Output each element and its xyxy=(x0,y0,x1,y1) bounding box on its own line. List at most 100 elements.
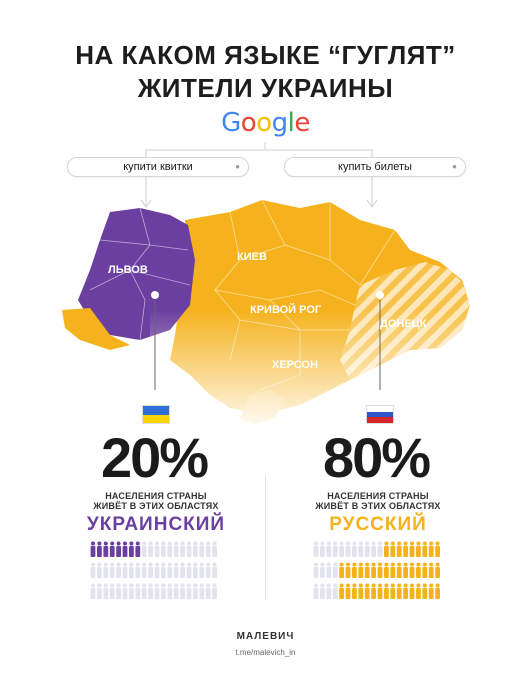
russia-flag-icon xyxy=(366,405,394,424)
google-logo: Google xyxy=(221,108,310,138)
person-icon xyxy=(173,541,179,557)
person-icon xyxy=(332,562,338,578)
person-icon xyxy=(161,541,166,557)
person-icon xyxy=(135,583,141,599)
center-divider xyxy=(265,475,266,600)
person-icon xyxy=(416,583,421,599)
person-icon xyxy=(390,562,396,578)
person-icon xyxy=(428,583,434,599)
person-icon xyxy=(371,583,376,599)
title-line-2: ЖИТЕЛИ УКРАИНЫ xyxy=(137,73,394,103)
person-icon xyxy=(332,541,338,557)
person-icon xyxy=(320,562,325,578)
city-kiev: КИЕВ xyxy=(237,251,267,263)
person-icon xyxy=(173,562,179,578)
person-icon xyxy=(358,562,364,578)
person-icon xyxy=(90,583,96,599)
person-icon xyxy=(199,583,205,599)
person-icon xyxy=(428,562,434,578)
person-icon xyxy=(205,541,211,557)
left-caption-line1: НАСЕЛЕНИЯ СТРАНЫ xyxy=(105,491,207,501)
person-icon xyxy=(396,562,402,578)
person-icon xyxy=(116,541,121,557)
person-icon xyxy=(320,541,325,557)
person-icon xyxy=(103,562,109,578)
person-icon xyxy=(313,541,319,557)
person-icon xyxy=(345,583,351,599)
person-icon xyxy=(326,583,332,599)
person-icon xyxy=(371,541,376,557)
person-icon xyxy=(154,562,160,578)
person-icon xyxy=(422,562,428,578)
person-icon xyxy=(384,541,389,557)
person-icon xyxy=(313,562,319,578)
person-icon xyxy=(167,562,173,578)
city-kherson: ХЕРСОН xyxy=(272,359,318,371)
person-icon xyxy=(377,583,383,599)
search-bar-russian: купить билеты ● xyxy=(284,157,466,177)
person-icon xyxy=(403,562,408,578)
person-icon xyxy=(352,583,357,599)
person-icon xyxy=(193,541,198,557)
city-donetsk: ДОНЕЦК xyxy=(380,318,427,330)
person-icon xyxy=(212,541,217,557)
ukraine-map: ЛЬВОВ КИЕВ КРИВОЙ РОГ ДОНЕЦК ХЕРСОН xyxy=(62,199,480,430)
person-icon xyxy=(90,541,96,557)
footer-brand: МАЛЕВИЧ xyxy=(236,631,295,642)
person-icon xyxy=(422,583,428,599)
person-icon xyxy=(180,541,185,557)
person-icon xyxy=(390,541,396,557)
person-icon xyxy=(435,583,440,599)
person-icon xyxy=(396,541,402,557)
people-grid-right xyxy=(313,541,440,599)
person-icon xyxy=(97,583,102,599)
person-icon xyxy=(339,583,344,599)
search-bar-ukrainian: купити квитки ● xyxy=(67,157,249,177)
person-icon xyxy=(97,541,102,557)
person-icon xyxy=(377,562,383,578)
left-percent: 20% xyxy=(100,426,209,489)
person-icon xyxy=(352,541,357,557)
person-icon xyxy=(403,541,408,557)
person-icon xyxy=(205,583,211,599)
person-icon xyxy=(396,583,402,599)
person-icon xyxy=(193,562,198,578)
people-grid-left xyxy=(90,541,217,599)
person-icon xyxy=(141,583,147,599)
right-caption-line1: НАСЕЛЕНИЯ СТРАНЫ xyxy=(327,491,429,501)
person-icon xyxy=(154,583,160,599)
mic-icon: ● xyxy=(452,162,457,171)
left-caption: НАСЕЛЕНИЯ СТРАНЫ ЖИВЁТ В ЭТИХ ОБЛАСТЯХ xyxy=(86,491,226,511)
person-icon xyxy=(358,541,364,557)
person-icon xyxy=(199,541,205,557)
person-icon xyxy=(358,583,364,599)
footer-link[interactable]: t.me/malevich_in xyxy=(235,648,296,657)
person-icon xyxy=(212,562,217,578)
lviv-dot xyxy=(151,291,159,299)
right-language: РУССКИЙ xyxy=(329,514,427,535)
person-icon xyxy=(186,541,192,557)
person-icon xyxy=(148,562,153,578)
person-icon xyxy=(161,562,166,578)
southwest-region xyxy=(62,308,130,350)
person-icon xyxy=(122,583,128,599)
person-icon xyxy=(339,562,344,578)
person-icon xyxy=(409,562,415,578)
person-icon xyxy=(129,562,134,578)
person-icon xyxy=(409,583,415,599)
person-icon xyxy=(339,541,344,557)
person-icon xyxy=(167,541,173,557)
person-icon xyxy=(186,562,192,578)
person-icon xyxy=(435,541,440,557)
donetsk-dot xyxy=(376,291,384,299)
person-icon xyxy=(135,562,141,578)
person-icon xyxy=(148,541,153,557)
person-icon xyxy=(161,583,166,599)
person-icon xyxy=(180,583,185,599)
person-icon xyxy=(97,562,102,578)
mic-icon: ● xyxy=(235,162,240,171)
person-icon xyxy=(116,583,121,599)
person-icon xyxy=(109,541,115,557)
person-icon xyxy=(409,541,415,557)
